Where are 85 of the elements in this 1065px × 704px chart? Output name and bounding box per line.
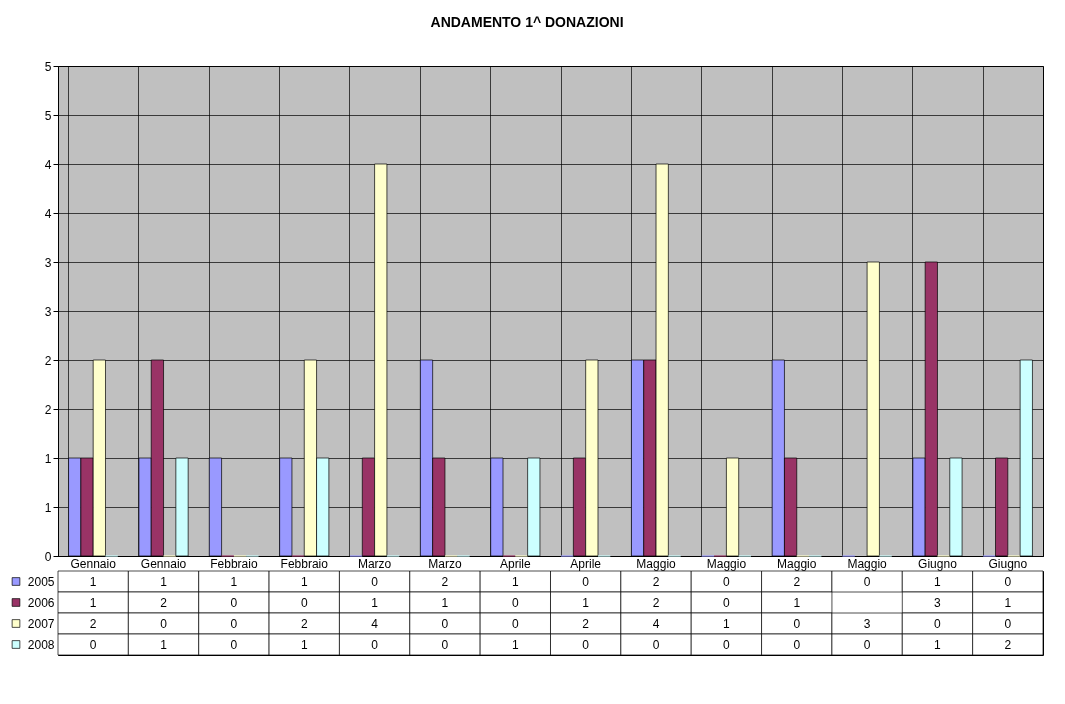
data-label: 0 xyxy=(723,574,731,589)
y-tick-label: 2 xyxy=(44,353,52,368)
data-label: 0 xyxy=(1004,574,1012,589)
data-label: 0 xyxy=(582,637,590,652)
data-label: 2 xyxy=(652,574,660,589)
data-label: 0 xyxy=(230,616,238,631)
y-tick-label: 3 xyxy=(44,304,52,319)
data-label: 2 xyxy=(160,595,168,610)
data-label: 1 xyxy=(300,574,308,589)
x-tick-label: Marzo xyxy=(428,556,462,571)
data-label: 0 xyxy=(723,637,731,652)
data-label: 2 xyxy=(793,574,801,589)
data-label: 0 xyxy=(582,574,590,589)
data-label: 1 xyxy=(1004,595,1012,610)
y-tick-label: 1 xyxy=(44,451,52,466)
x-tick-label: Marzo xyxy=(357,556,392,571)
data-label: 0 xyxy=(371,637,379,652)
data-label: 2 xyxy=(441,574,449,589)
y-tick-label: 5 xyxy=(44,108,52,123)
legend-label: 2005 xyxy=(27,574,55,589)
data-label: 2 xyxy=(300,616,308,631)
data-label: 0 xyxy=(230,595,238,610)
x-tick-label: Febbraio xyxy=(210,556,258,571)
x-tick-label: Aprile xyxy=(570,556,602,571)
x-tick-label: Giugno xyxy=(918,556,958,571)
data-label: 4 xyxy=(371,616,379,631)
y-tick-label: 5 xyxy=(44,59,52,74)
data-label: 0 xyxy=(371,574,379,589)
data-label: 0 xyxy=(511,595,519,610)
data-label: 0 xyxy=(441,616,449,631)
data-label: 0 xyxy=(300,595,308,610)
data-label: 1 xyxy=(89,595,97,610)
data-label: 0 xyxy=(441,637,449,652)
data-label: 1 xyxy=(300,637,308,652)
y-tick-label: 0 xyxy=(44,549,52,564)
data-label: 1 xyxy=(723,616,731,631)
x-tick-label: Febbraio xyxy=(280,556,329,571)
y-tick-label: 2 xyxy=(44,402,52,417)
y-tick-label: 4 xyxy=(44,157,52,172)
x-tick-label: Maggio xyxy=(706,556,747,571)
data-label: 1 xyxy=(160,637,168,652)
x-tick-label: Gennaio xyxy=(140,556,187,571)
data-label: 4 xyxy=(652,616,660,631)
data-label: 3 xyxy=(934,595,942,610)
data-label: 1 xyxy=(160,574,168,589)
data-label: 0 xyxy=(793,637,801,652)
x-tick-label: Giugno xyxy=(988,556,1028,571)
data-label: 1 xyxy=(934,637,942,652)
y-tick-label: 1 xyxy=(44,500,52,515)
data-label: 1 xyxy=(441,595,449,610)
y-tick-label: 4 xyxy=(44,206,52,221)
data-label: 2 xyxy=(582,616,590,631)
x-tick-label: Maggio xyxy=(847,556,888,571)
data-label: 0 xyxy=(723,595,731,610)
data-label: 1 xyxy=(511,574,519,589)
data-label: 1 xyxy=(371,595,379,610)
legend-label: 2007 xyxy=(27,616,55,631)
y-tick-label: 3 xyxy=(44,255,52,270)
data-label: 1 xyxy=(89,574,97,589)
data-label: 1 xyxy=(511,637,519,652)
data-label: 0 xyxy=(863,574,871,589)
legend-label: 2006 xyxy=(27,595,55,610)
x-tick-label: Maggio xyxy=(777,556,817,571)
data-label: 2 xyxy=(652,595,660,610)
chart-title: ANDAMENTO 1^ DONAZIONI xyxy=(430,13,624,30)
data-label: 1 xyxy=(230,574,238,589)
x-tick-label: Maggio xyxy=(636,556,677,571)
data-label: 0 xyxy=(793,616,801,631)
data-label: 1 xyxy=(934,574,942,589)
data-label: 0 xyxy=(230,637,238,652)
data-label: 0 xyxy=(1004,616,1012,631)
legend-label: 2008 xyxy=(27,637,55,652)
data-label: 1 xyxy=(793,595,801,610)
data-label: 0 xyxy=(652,637,660,652)
data-label: 3 xyxy=(863,616,871,631)
data-label: 0 xyxy=(160,616,168,631)
data-label: 0 xyxy=(89,637,97,652)
data-label: 1 xyxy=(582,595,590,610)
x-tick-label: Gennaio xyxy=(70,556,117,571)
x-tick-label: Aprile xyxy=(499,556,531,571)
data-label: 0 xyxy=(934,616,942,631)
data-label: 0 xyxy=(511,616,519,631)
data-label: 2 xyxy=(89,616,97,631)
data-label: 2 xyxy=(1004,637,1012,652)
data-label: 0 xyxy=(863,637,871,652)
